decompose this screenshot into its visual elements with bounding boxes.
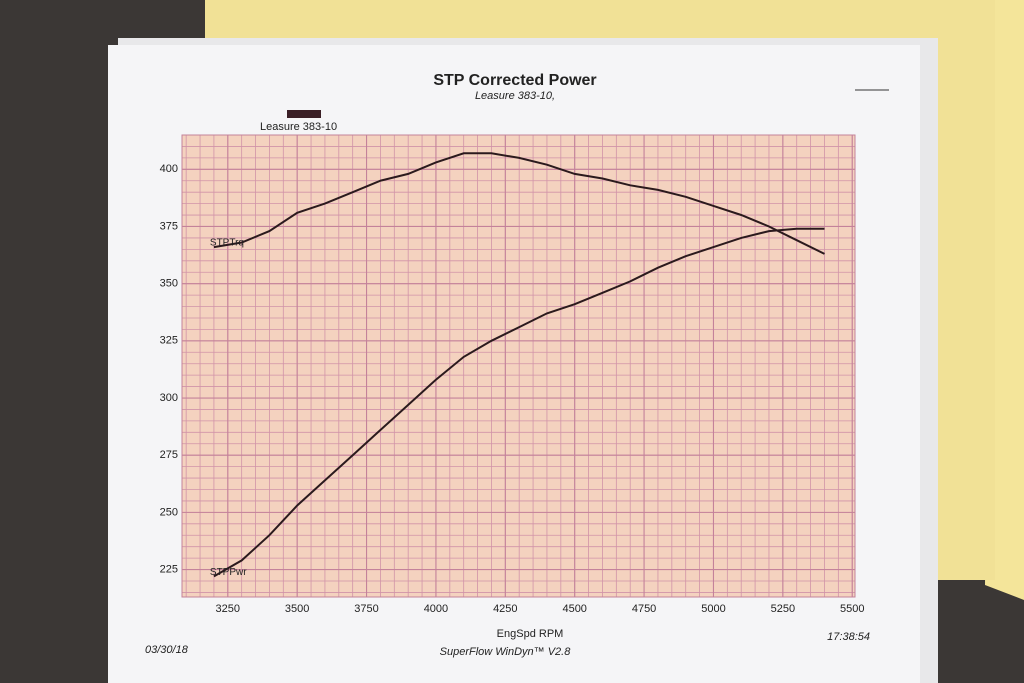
x-tick-label: 5500 <box>840 603 864 615</box>
x-tick-label: 5000 <box>701 603 725 615</box>
series-label: STPPwr <box>210 567 247 578</box>
y-tick-label: 250 <box>160 506 178 518</box>
x-tick-label: 5250 <box>771 603 795 615</box>
legend-label: Leasure 383-10 <box>260 121 337 133</box>
x-axis-label: EngSpd RPM <box>497 628 564 640</box>
date: 03/30/18 <box>145 644 189 656</box>
series-label: STPTrq <box>210 238 244 249</box>
x-tick-label: 3750 <box>354 603 378 615</box>
x-tick-label: 4500 <box>562 603 586 615</box>
x-tick-label: 3500 <box>285 603 309 615</box>
chart-subtitle: Leasure 383-10, <box>475 90 555 102</box>
y-tick-label: 300 <box>160 392 178 404</box>
y-tick-label: 400 <box>160 163 178 175</box>
legend-swatch <box>287 110 321 118</box>
y-tick-label: 275 <box>160 449 178 461</box>
plot-border <box>181 134 856 598</box>
y-tick-label: 350 <box>160 278 178 290</box>
data-line <box>213 227 825 578</box>
plot-area <box>182 135 855 597</box>
chart-title: STP Corrected Power <box>433 72 596 89</box>
x-tick-label: 4750 <box>632 603 656 615</box>
x-tick-label: 4250 <box>493 603 517 615</box>
y-tick-label: 325 <box>160 335 178 347</box>
y-tick-label: 375 <box>160 220 178 232</box>
footer: SuperFlow WinDyn™ V2.8 <box>440 646 572 658</box>
time: 17:38:54 <box>827 631 870 643</box>
data-line <box>213 152 825 255</box>
x-tick-label: 3250 <box>216 603 240 615</box>
y-tick-label: 225 <box>160 563 178 575</box>
x-tick-label: 4000 <box>424 603 448 615</box>
